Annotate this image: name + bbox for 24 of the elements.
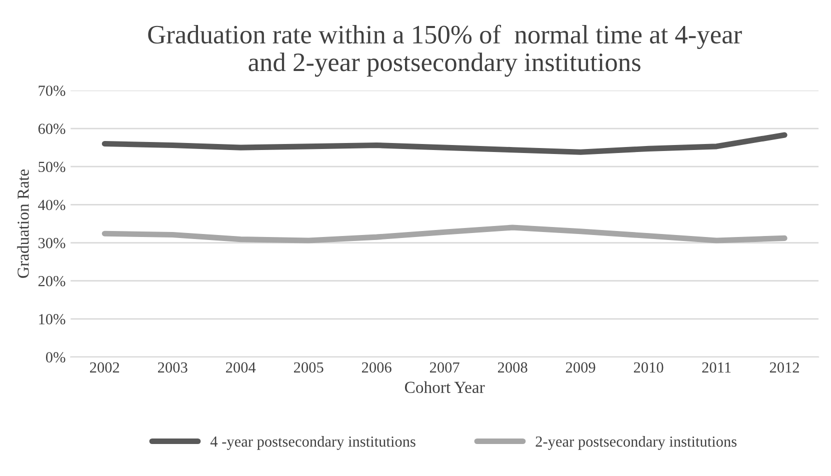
y-tick-label: 10%	[39, 314, 66, 324]
x-tick-label: 2012	[770, 362, 799, 373]
chart-title: Graduation rate within a 150% of normal time at 4-year and 2-year postsecondary institutions	[148, 24, 742, 77]
y-tick-label: 60%	[38, 124, 66, 134]
y-axis-title: Graduation Rate	[17, 169, 29, 278]
x-tick-label: 2005	[294, 362, 324, 373]
y-tick-label: 20%	[38, 276, 66, 286]
x-tick-label: 2010	[634, 362, 664, 373]
x-tick-label: 2003	[158, 362, 188, 373]
y-tick-label: 30%	[38, 238, 66, 248]
legend-label: 4 -year postsecondary institutions	[210, 436, 416, 450]
x-tick-label: 2011	[702, 362, 731, 373]
x-tick-label: 2009	[566, 362, 596, 373]
x-tick-label: 2002	[90, 362, 120, 373]
x-tick-label: 2006	[362, 362, 392, 373]
x-tick-label: 2004	[226, 362, 256, 373]
x-axis-title: Cohort Year	[404, 381, 485, 393]
x-tick-label: 2007	[430, 362, 460, 373]
x-tick-label: 2008	[498, 362, 528, 373]
legend-label: 2-year postsecondary institutions	[536, 436, 737, 450]
y-tick-label: 40%	[38, 200, 66, 210]
y-tick-label: 70%	[38, 86, 66, 96]
y-tick-label: 50%	[38, 162, 66, 172]
y-tick-label: 0%	[46, 352, 66, 362]
